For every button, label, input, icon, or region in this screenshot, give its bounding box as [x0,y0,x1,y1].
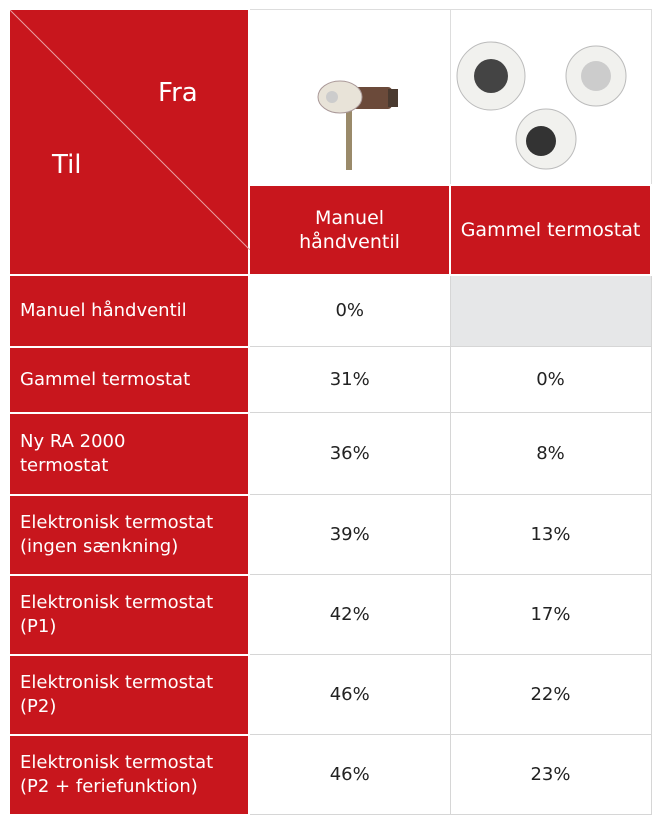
row-label: Ny RA 2000 termostat [9,413,249,495]
percent-cell: 0% [450,347,651,413]
row-label: Elektronisk termostat (ingen sænkning) [9,495,249,575]
column-header: Gammel termostat [450,185,651,275]
comparison-table: Fra Til Manuel håndventil Gammel termost… [8,8,650,816]
corner-cell: Fra Til [9,9,249,275]
percent-cell: 0% [249,275,450,347]
valve-icon [290,35,410,175]
row-label: Elektronisk termostat (P2) [9,655,249,735]
row-label: Elektronisk termostat (P1) [9,575,249,655]
row-label: Gammel termostat [9,347,249,413]
column-header: Manuel håndventil [249,185,450,275]
table: Fra Til Manuel håndventil Gammel termost… [8,8,652,816]
percent-cell: 17% [450,575,651,655]
from-label: Fra [158,78,198,108]
percent-cell: 42% [249,575,450,655]
empty-cell [450,275,651,347]
percent-cell: 13% [450,495,651,575]
table-row: Elektronisk termostat (P2 + feriefunktio… [9,735,651,815]
percent-cell: 31% [249,347,450,413]
diagonal [10,10,250,250]
page: Fra Til Manuel håndventil Gammel termost… [0,0,657,830]
valve-image [249,9,450,185]
table-row: Elektronisk termostat (ingen sænkning)39… [9,495,651,575]
percent-cell: 8% [450,413,651,495]
table-row: Elektronisk termostat (P1)42%17% [9,575,651,655]
to-label: Til [52,150,82,180]
percent-cell: 39% [249,495,450,575]
row-label: Elektronisk termostat (P2 + feriefunktio… [9,735,249,815]
percent-cell: 23% [450,735,651,815]
percent-cell: 22% [450,655,651,735]
thermostat-icons [451,31,651,179]
thermostat-image [450,9,651,185]
table-row: Elektronisk termostat (P2)46%22% [9,655,651,735]
row-label: Manuel håndventil [9,275,249,347]
percent-cell: 36% [249,413,450,495]
percent-cell: 46% [249,735,450,815]
percent-cell: 46% [249,655,450,735]
